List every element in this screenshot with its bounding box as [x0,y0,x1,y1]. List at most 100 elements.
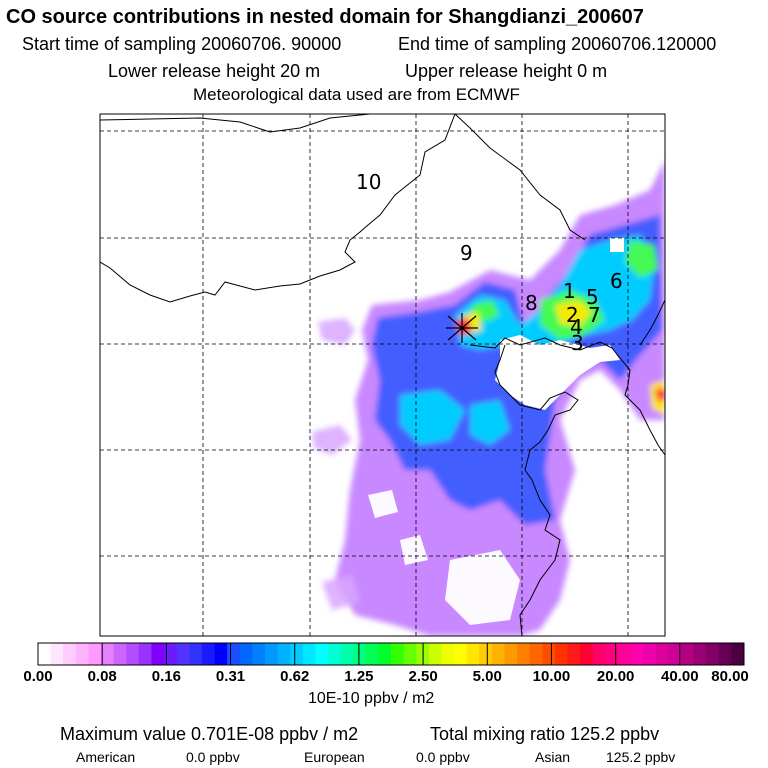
contour-label: 4 [570,315,583,339]
colorbar-swatch [227,643,241,665]
receptor-star-icon [446,313,478,343]
contour-label: 2 [566,303,579,327]
region-european-name: European [304,749,365,765]
field-gap-3 [610,238,624,252]
border-north [100,114,371,133]
colorbar-swatch [403,643,417,665]
colorbar-tick-label: 10.00 [532,668,571,685]
colorbar-swatch [630,643,644,665]
colorbar-swatch [668,643,682,665]
region-european-value: 0.0 ppbv [416,749,470,765]
region-american-name: American [76,749,136,765]
map-frame [99,113,666,637]
contour-label: 1 [563,279,576,303]
border-inner [100,114,456,303]
colorbar-tick-label: 0.00 [23,668,53,685]
colorbar-swatch [680,643,695,665]
colorbar-tick-label: 0.08 [87,668,117,685]
colorbar-swatch [151,643,165,665]
upper-release-height-label: Upper release height 0 m [405,61,608,81]
colorbar-swatch [189,643,203,665]
colorbar-swatch [643,643,657,665]
colorbar-swatch [353,643,367,665]
colorbar-swatch [75,643,89,665]
colorbar-tick-label: 5.00 [472,668,502,685]
contour-label: 10 [356,170,381,194]
colorbar-swatch [214,643,228,665]
colorbar-swatch [126,643,140,665]
field-gap-2 [368,490,520,625]
colorbar-swatch [504,643,518,665]
colorbar-swatch [731,643,745,665]
colorbar-swatch [63,643,77,665]
colorbar-tick-label: 80.00 [711,668,749,685]
coast-bay [494,344,579,636]
contour-label: 7 [588,303,601,327]
colorbar-tick-label: 40.00 [661,668,699,685]
contour-label: 5 [586,285,599,309]
colorbar-swatch [592,643,606,665]
colorbar-swatch [617,643,632,665]
contour-labels: 10 9 8 1 5 6 2 7 4 3 [356,170,623,355]
border-east [454,114,586,241]
colorbar-tick-label: 0.31 [215,668,246,685]
contour-label: 6 [610,269,623,293]
total-mixing-ratio-label: Total mixing ratio 125.2 ppbv [430,724,660,744]
region-asian-name: Asian [535,749,571,765]
field-yellow [463,300,665,415]
lat-lon-grid [100,114,665,636]
colorbar-swatch [327,643,342,665]
colorbar-swatch [466,643,480,665]
colorbar-swatch [605,643,619,665]
colorbar-swatch [479,643,493,665]
lower-release-height-label: Lower release height 20 m [108,61,321,81]
colorbar-swatch [542,643,556,665]
colorbar-swatch [201,643,215,665]
colorbar-swatch [277,643,291,665]
colorbar-swatch [529,643,543,665]
colorbar-tick-label: 20.00 [596,668,635,685]
colorbar-swatch [340,643,354,665]
colorbar [37,642,745,666]
colorbar-swatch [517,643,531,665]
colorbar-swatch [428,643,442,665]
colorbar-swatch [315,643,329,665]
colorbar-tick-label: 2.50 [408,668,438,685]
colorbar-swatch [378,643,392,665]
colorbar-swatch [38,643,52,665]
contour-label: 8 [525,291,538,315]
colorbar-tick-label: 0.62 [280,668,310,685]
colorbar-swatch [88,643,102,665]
region-asian-value: 125.2 ppbv [606,749,676,765]
colorbar-swatch [239,643,253,665]
colorbar-swatch [391,643,405,665]
colorbar-swatch [252,643,266,665]
colorbar-swatch [164,643,178,665]
colorbar-tick-label: 1.25 [344,668,374,685]
end-time-label: End time of sampling 20060706.120000 [398,34,717,54]
field-gap [495,335,620,410]
colorbar-swatch [264,643,279,665]
colorbar-swatch [113,643,127,665]
max-value-label: Maximum value 0.701E-08 ppbv / m2 [60,724,359,744]
coast-bohai [469,337,665,456]
met-data-label: Meteorological data used are from ECMWF [193,85,520,104]
region-american-value: 0.0 ppbv [186,749,240,765]
coast-east-2 [639,299,665,346]
colorbar-swatch [176,643,190,665]
colorbar-tick-label: 0.16 [151,668,181,685]
colorbar-swatch [365,643,379,665]
colorbar-swatch [302,643,316,665]
colorbar-swatch [454,643,468,665]
colorbar-swatch [491,643,505,665]
colorbar-swatch [441,643,455,665]
plot-title: CO source contributions in nested domain… [6,6,644,28]
contour-label: 9 [460,241,473,265]
concentration-field [312,160,665,636]
colorbar-swatch [718,643,732,665]
colorbar-swatch [693,643,707,665]
colorbar-swatch [580,643,594,665]
colorbar-swatch [101,643,115,665]
colorbar-swatch [50,643,64,665]
